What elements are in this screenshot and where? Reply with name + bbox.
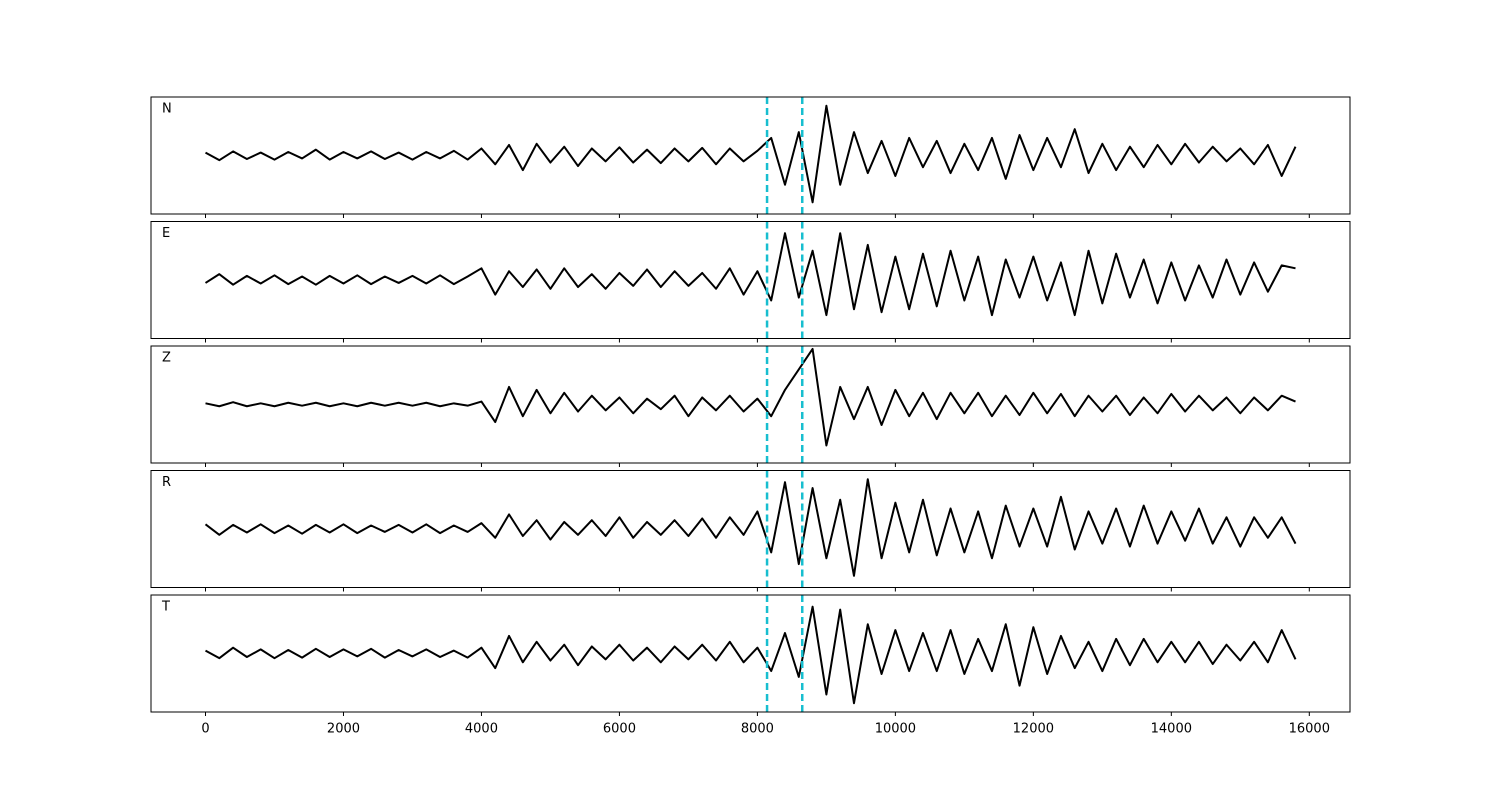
x-tick-label: 14000 (1151, 722, 1192, 737)
waveform (205, 605, 1297, 705)
x-tick-label: 0 (201, 722, 209, 737)
panel-frame (150, 594, 1351, 713)
x-tick-label: 12000 (1013, 722, 1054, 737)
x-tick-label: 10000 (875, 722, 916, 737)
waveform (204, 478, 1297, 577)
panel-frame (150, 470, 1351, 588)
x-tick-label: 6000 (603, 722, 636, 737)
panel-label: E (162, 226, 170, 241)
waveform (204, 232, 1296, 317)
waveform (205, 104, 1297, 204)
panel-label: R (162, 475, 171, 490)
panel-frame (150, 345, 1351, 464)
panel-frame (150, 96, 1351, 215)
x-tick-label: 2000 (327, 722, 360, 737)
x-tick-label: 16000 (1289, 722, 1330, 737)
panel-label: T (161, 600, 170, 615)
panel-frame (150, 221, 1351, 339)
panel-label: Z (162, 351, 171, 366)
x-tick-label: 4000 (465, 722, 498, 737)
waveform (205, 347, 1296, 447)
x-tick-label: 8000 (741, 722, 774, 737)
panel-label: N (162, 102, 172, 117)
